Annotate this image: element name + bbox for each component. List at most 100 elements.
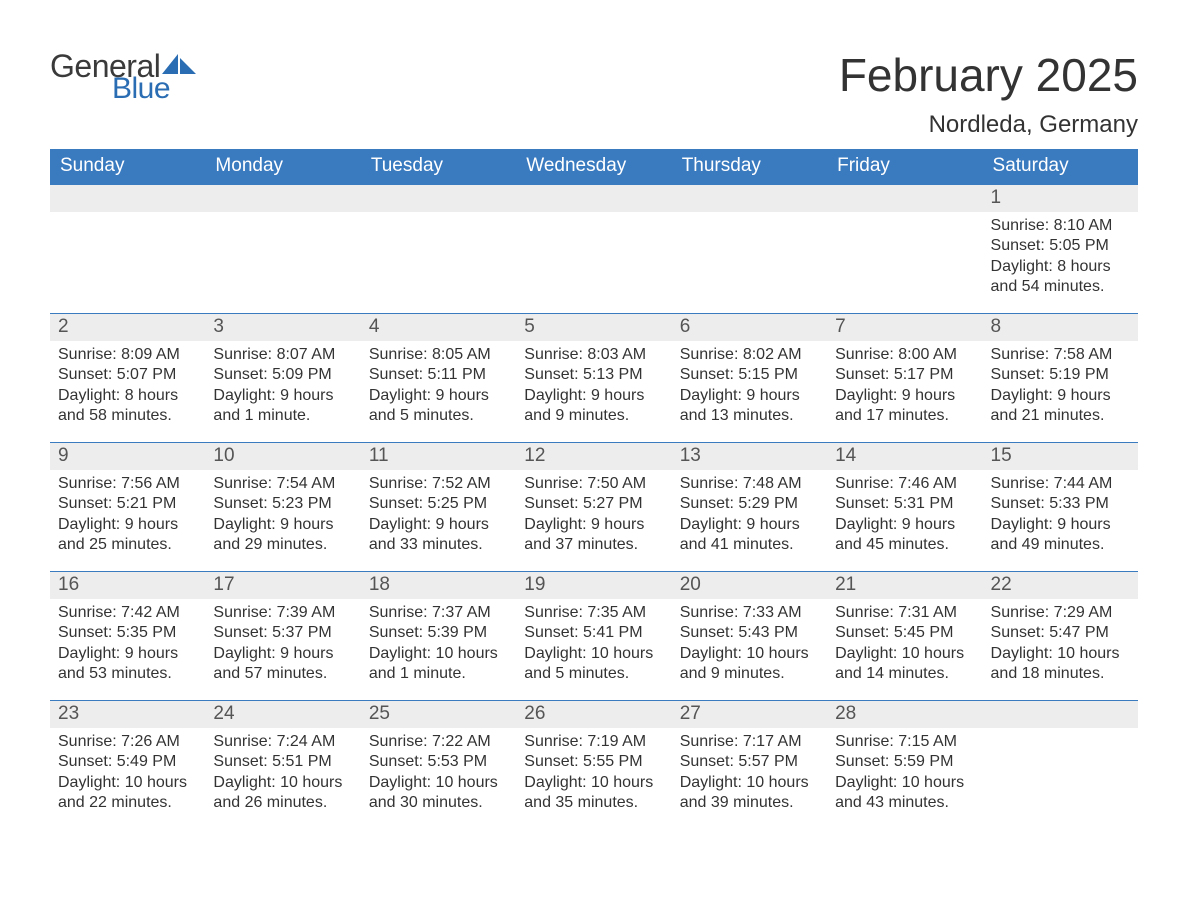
day-details: Sunrise: 7:26 AMSunset: 5:49 PMDaylight:… [50,728,205,814]
sunset-line: Sunset: 5:59 PM [835,752,974,772]
day-cell: 15Sunrise: 7:44 AMSunset: 5:33 PMDayligh… [983,443,1138,571]
daylight-line: Daylight: 10 hours and 43 minutes. [835,773,974,814]
daylight-line: Daylight: 9 hours and 17 minutes. [835,386,974,427]
day-cell: 7Sunrise: 8:00 AMSunset: 5:17 PMDaylight… [827,314,982,442]
daylight-line: Daylight: 10 hours and 30 minutes. [369,773,508,814]
sunrise-line: Sunrise: 7:46 AM [835,474,974,494]
day-cell [672,185,827,313]
week-row: 16Sunrise: 7:42 AMSunset: 5:35 PMDayligh… [50,571,1138,700]
sunset-line: Sunset: 5:17 PM [835,365,974,385]
sunrise-line: Sunrise: 8:10 AM [991,216,1130,236]
day-number: 14 [827,443,982,470]
day-number: 15 [983,443,1138,470]
day-details: Sunrise: 7:29 AMSunset: 5:47 PMDaylight:… [983,599,1138,685]
weeks-container: 1Sunrise: 8:10 AMSunset: 5:05 PMDaylight… [50,184,1138,829]
day-number: 28 [827,701,982,728]
sunset-line: Sunset: 5:23 PM [213,494,352,514]
day-number [983,701,1138,728]
daylight-line: Daylight: 9 hours and 57 minutes. [213,644,352,685]
day-details: Sunrise: 7:31 AMSunset: 5:45 PMDaylight:… [827,599,982,685]
sunrise-line: Sunrise: 7:48 AM [680,474,819,494]
day-number: 7 [827,314,982,341]
day-cell: 17Sunrise: 7:39 AMSunset: 5:37 PMDayligh… [205,572,360,700]
day-cell: 28Sunrise: 7:15 AMSunset: 5:59 PMDayligh… [827,701,982,829]
day-details: Sunrise: 7:17 AMSunset: 5:57 PMDaylight:… [672,728,827,814]
sunset-line: Sunset: 5:27 PM [524,494,663,514]
daylight-line: Daylight: 10 hours and 22 minutes. [58,773,197,814]
week-row: 9Sunrise: 7:56 AMSunset: 5:21 PMDaylight… [50,442,1138,571]
sunrise-line: Sunrise: 8:02 AM [680,345,819,365]
day-details: Sunrise: 7:48 AMSunset: 5:29 PMDaylight:… [672,470,827,556]
day-details: Sunrise: 8:09 AMSunset: 5:07 PMDaylight:… [50,341,205,427]
sunrise-line: Sunrise: 7:44 AM [991,474,1130,494]
day-cell: 2Sunrise: 8:09 AMSunset: 5:07 PMDaylight… [50,314,205,442]
brand-logo: General Blue [50,50,196,104]
sunrise-line: Sunrise: 7:35 AM [524,603,663,623]
day-details: Sunrise: 7:22 AMSunset: 5:53 PMDaylight:… [361,728,516,814]
daylight-line: Daylight: 10 hours and 1 minute. [369,644,508,685]
day-details: Sunrise: 8:00 AMSunset: 5:17 PMDaylight:… [827,341,982,427]
day-details: Sunrise: 8:02 AMSunset: 5:15 PMDaylight:… [672,341,827,427]
weekday-header: Sunday [50,149,205,184]
day-cell: 8Sunrise: 7:58 AMSunset: 5:19 PMDaylight… [983,314,1138,442]
sunset-line: Sunset: 5:47 PM [991,623,1130,643]
day-number: 26 [516,701,671,728]
day-cell [827,185,982,313]
header: General Blue February 2025 Nordleda, Ger… [50,50,1138,139]
day-details: Sunrise: 7:56 AMSunset: 5:21 PMDaylight:… [50,470,205,556]
sunset-line: Sunset: 5:25 PM [369,494,508,514]
sunset-line: Sunset: 5:15 PM [680,365,819,385]
weekday-header: Friday [827,149,982,184]
week-row: 2Sunrise: 8:09 AMSunset: 5:07 PMDaylight… [50,313,1138,442]
day-details: Sunrise: 8:05 AMSunset: 5:11 PMDaylight:… [361,341,516,427]
sunset-line: Sunset: 5:49 PM [58,752,197,772]
sunrise-line: Sunrise: 8:05 AM [369,345,508,365]
sunset-line: Sunset: 5:43 PM [680,623,819,643]
daylight-line: Daylight: 10 hours and 39 minutes. [680,773,819,814]
day-number: 18 [361,572,516,599]
daylight-line: Daylight: 9 hours and 9 minutes. [524,386,663,427]
day-number: 24 [205,701,360,728]
sunset-line: Sunset: 5:05 PM [991,236,1130,256]
daylight-line: Daylight: 10 hours and 9 minutes. [680,644,819,685]
sunset-line: Sunset: 5:55 PM [524,752,663,772]
day-details: Sunrise: 7:54 AMSunset: 5:23 PMDaylight:… [205,470,360,556]
day-details: Sunrise: 7:58 AMSunset: 5:19 PMDaylight:… [983,341,1138,427]
sunset-line: Sunset: 5:45 PM [835,623,974,643]
day-number: 11 [361,443,516,470]
day-cell: 4Sunrise: 8:05 AMSunset: 5:11 PMDaylight… [361,314,516,442]
day-cell: 26Sunrise: 7:19 AMSunset: 5:55 PMDayligh… [516,701,671,829]
day-cell: 14Sunrise: 7:46 AMSunset: 5:31 PMDayligh… [827,443,982,571]
day-details: Sunrise: 7:37 AMSunset: 5:39 PMDaylight:… [361,599,516,685]
sunrise-line: Sunrise: 7:26 AM [58,732,197,752]
month-title: February 2025 [839,50,1138,101]
sunrise-line: Sunrise: 8:09 AM [58,345,197,365]
sunrise-line: Sunrise: 7:24 AM [213,732,352,752]
daylight-line: Daylight: 10 hours and 35 minutes. [524,773,663,814]
sunset-line: Sunset: 5:29 PM [680,494,819,514]
sunset-line: Sunset: 5:07 PM [58,365,197,385]
day-details: Sunrise: 7:52 AMSunset: 5:25 PMDaylight:… [361,470,516,556]
day-number: 1 [983,185,1138,212]
day-number: 12 [516,443,671,470]
daylight-line: Daylight: 9 hours and 25 minutes. [58,515,197,556]
day-number: 19 [516,572,671,599]
day-number: 13 [672,443,827,470]
day-cell: 16Sunrise: 7:42 AMSunset: 5:35 PMDayligh… [50,572,205,700]
sunrise-line: Sunrise: 7:22 AM [369,732,508,752]
day-cell: 25Sunrise: 7:22 AMSunset: 5:53 PMDayligh… [361,701,516,829]
daylight-line: Daylight: 9 hours and 13 minutes. [680,386,819,427]
weekday-header: Saturday [983,149,1138,184]
day-details: Sunrise: 7:46 AMSunset: 5:31 PMDaylight:… [827,470,982,556]
title-block: February 2025 Nordleda, Germany [839,50,1138,139]
day-cell: 22Sunrise: 7:29 AMSunset: 5:47 PMDayligh… [983,572,1138,700]
calendar-page: General Blue February 2025 Nordleda, Ger… [0,0,1188,859]
daylight-line: Daylight: 10 hours and 18 minutes. [991,644,1130,685]
weekday-header-row: SundayMondayTuesdayWednesdayThursdayFrid… [50,149,1138,184]
day-cell [516,185,671,313]
sunset-line: Sunset: 5:09 PM [213,365,352,385]
sunrise-line: Sunrise: 7:58 AM [991,345,1130,365]
daylight-line: Daylight: 8 hours and 54 minutes. [991,257,1130,298]
day-details: Sunrise: 7:19 AMSunset: 5:55 PMDaylight:… [516,728,671,814]
day-number: 27 [672,701,827,728]
